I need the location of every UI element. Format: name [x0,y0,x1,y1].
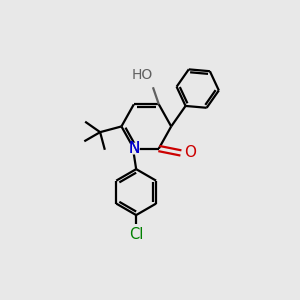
Text: N: N [128,141,140,156]
Text: N: N [128,141,140,156]
Text: Cl: Cl [129,227,143,242]
Text: HO: HO [132,68,153,82]
Text: O: O [184,146,196,160]
Circle shape [128,143,139,154]
